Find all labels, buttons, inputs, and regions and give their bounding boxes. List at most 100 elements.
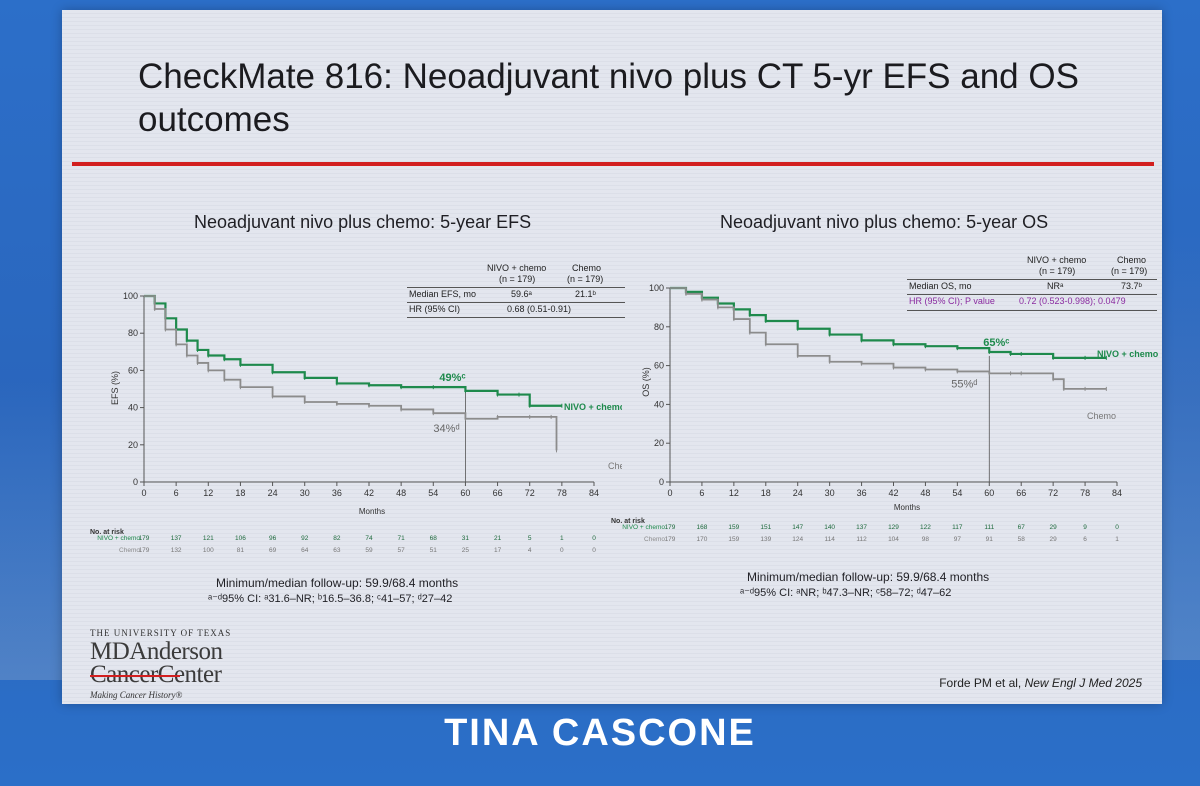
efs-x-tick-label: 0 bbox=[141, 488, 146, 498]
efs-median-label: Median EFS, mo bbox=[409, 289, 477, 299]
os-ci-footnote: ᵃ⁻ᵈ95% CI: ᵃNR; ᵇ47.3–NR; ᶜ58–72; ᵈ47–62 bbox=[740, 587, 952, 599]
os-summary-rule bbox=[907, 279, 1157, 280]
md-anderson-logo: THE UNIVERSITY OF TEXAS MDAnderson Cance… bbox=[90, 628, 320, 702]
efs-curve-nivo bbox=[144, 294, 562, 407]
efs-y-axis-label: EFS (%) bbox=[110, 371, 120, 405]
efs-y-tick-label: 20 bbox=[128, 440, 138, 450]
efs-x-tick-label: 6 bbox=[174, 488, 179, 498]
os-risk-value: 179 bbox=[665, 536, 676, 543]
efs-risk-value: 179 bbox=[139, 535, 150, 542]
os-series-label-chemo: Chemo bbox=[1087, 411, 1116, 421]
efs-annotation-nivo: 49%ᶜ bbox=[439, 372, 465, 384]
os-curve-nivo bbox=[670, 286, 1107, 359]
os-risk-value: 58 bbox=[1018, 536, 1026, 543]
efs-x-tick-label: 36 bbox=[332, 488, 342, 498]
os-x-tick-label: 48 bbox=[920, 488, 930, 498]
os-risk-value: 159 bbox=[728, 524, 739, 531]
efs-risk-value: 106 bbox=[235, 535, 246, 542]
os-x-tick-label: 0 bbox=[667, 488, 672, 498]
os-x-tick-label: 18 bbox=[761, 488, 771, 498]
efs-annotation-chemo: 34%ᵈ bbox=[433, 423, 459, 435]
efs-y-tick-label: 60 bbox=[128, 365, 138, 375]
os-annotation-chemo: 55%ᵈ bbox=[951, 378, 977, 390]
efs-risk-value: 92 bbox=[301, 535, 309, 542]
os-risk-value: 139 bbox=[760, 536, 771, 543]
efs-x-tick-label: 72 bbox=[525, 488, 535, 498]
efs-x-tick-label: 24 bbox=[268, 488, 278, 498]
efs-summary-table: NIVO + chemo (n = 179) Chemo (n = 179) M… bbox=[407, 264, 627, 319]
os-summary-rule-2 bbox=[907, 294, 1157, 295]
os-risk-value: 168 bbox=[696, 524, 707, 531]
efs-risk-value: 25 bbox=[462, 547, 470, 554]
logo-line-2: MDAnderson bbox=[90, 638, 223, 665]
efs-risk-value: 0 bbox=[592, 547, 596, 554]
efs-risk-value: 71 bbox=[398, 535, 406, 542]
os-follow-up-note: Minimum/median follow-up: 59.9/68.4 mont… bbox=[747, 570, 990, 584]
os-risk-value: 98 bbox=[922, 536, 930, 543]
title-divider bbox=[72, 162, 1154, 166]
efs-risk-label: NIVO + chemo bbox=[97, 535, 140, 542]
os-risk-value: 111 bbox=[984, 524, 994, 531]
os-x-tick-label: 6 bbox=[699, 488, 704, 498]
efs-risk-value: 64 bbox=[301, 547, 309, 554]
efs-y-tick-label: 80 bbox=[128, 328, 138, 338]
efs-risk-value: 96 bbox=[269, 535, 277, 542]
os-risk-value: 6 bbox=[1083, 536, 1087, 543]
os-risk-value: 67 bbox=[1018, 524, 1026, 531]
efs-median-chemo: 21.1ᵇ bbox=[575, 289, 596, 299]
efs-x-tick-label: 18 bbox=[235, 488, 245, 498]
citation-journal: New Engl J Med 2025 bbox=[1024, 676, 1142, 690]
os-curve-chemo bbox=[670, 287, 1107, 390]
efs-y-tick-label: 0 bbox=[133, 477, 138, 487]
efs-chart: EFS (%) Months 0 6 12 18 24 30 36 42 48 54 60 66 72 7… bbox=[90, 291, 622, 554]
efs-x-tick-label: 30 bbox=[300, 488, 310, 498]
efs-risk-value: 4 bbox=[528, 547, 532, 554]
logo-line-3: CancerCenter bbox=[90, 661, 222, 688]
efs-col2-header: Chemo bbox=[572, 263, 602, 273]
efs-risk-value: 21 bbox=[494, 535, 502, 542]
logo-tagline: Making Cancer History® bbox=[90, 690, 183, 700]
efs-risk-value: 1 bbox=[560, 535, 564, 542]
efs-risk-value: 0 bbox=[592, 535, 596, 542]
efs-hr-value: 0.68 (0.51-0.91) bbox=[507, 304, 572, 314]
os-y-axis-label: OS (%) bbox=[641, 367, 651, 397]
efs-x-tick-label: 78 bbox=[557, 488, 567, 498]
efs-x-tick-label: 66 bbox=[493, 488, 503, 498]
os-risk-value: 151 bbox=[760, 524, 771, 531]
os-risk-value: 114 bbox=[824, 536, 835, 543]
efs-series-label-nivo: NIVO + chemo bbox=[564, 402, 622, 412]
os-x-tick-label: 12 bbox=[729, 488, 739, 498]
efs-risk-value: 179 bbox=[139, 547, 150, 554]
os-y-tick-label: 80 bbox=[654, 322, 664, 332]
os-x-tick-label: 30 bbox=[825, 488, 835, 498]
os-x-tick-label: 54 bbox=[952, 488, 962, 498]
logo-line-1: THE UNIVERSITY OF TEXAS bbox=[90, 628, 232, 638]
efs-risk-value: 137 bbox=[171, 535, 182, 542]
presenter-name: TINA CASCONE bbox=[444, 712, 756, 754]
os-col2-n: (n = 179) bbox=[1111, 266, 1148, 276]
efs-risk-value: 59 bbox=[365, 547, 373, 554]
backdrop-left bbox=[0, 380, 70, 680]
os-risk-value: 104 bbox=[888, 536, 899, 543]
os-risk-value: 0 bbox=[1115, 524, 1119, 531]
efs-y-tick-label: 100 bbox=[123, 291, 138, 301]
efs-col2-n: (n = 179) bbox=[567, 274, 604, 284]
efs-risk-value: 82 bbox=[333, 535, 341, 542]
os-risk-value: 179 bbox=[665, 524, 676, 531]
os-x-tick-label: 78 bbox=[1080, 488, 1090, 498]
os-panel-title: Neoadjuvant nivo plus chemo: 5-year OS bbox=[720, 212, 1049, 232]
os-col1-n: (n = 179) bbox=[1039, 266, 1076, 276]
os-x-tick-label: 36 bbox=[857, 488, 867, 498]
efs-x-tick-label: 84 bbox=[589, 488, 599, 498]
efs-x-tick-label: 48 bbox=[396, 488, 406, 498]
os-risk-value: 122 bbox=[920, 524, 931, 531]
os-x-axis-label: Months bbox=[894, 503, 920, 512]
efs-median-nivo: 59.6ᵃ bbox=[511, 289, 532, 299]
os-x-tick-label: 66 bbox=[1016, 488, 1026, 498]
os-risk-value: 97 bbox=[954, 536, 962, 543]
os-x-tick-label: 42 bbox=[888, 488, 898, 498]
citation: Forde PM et al, New Engl J Med 2025 bbox=[939, 676, 1142, 690]
efs-risk-value: 31 bbox=[462, 535, 470, 542]
os-risk-value: 112 bbox=[856, 536, 867, 543]
efs-risk-value: 51 bbox=[430, 547, 438, 554]
